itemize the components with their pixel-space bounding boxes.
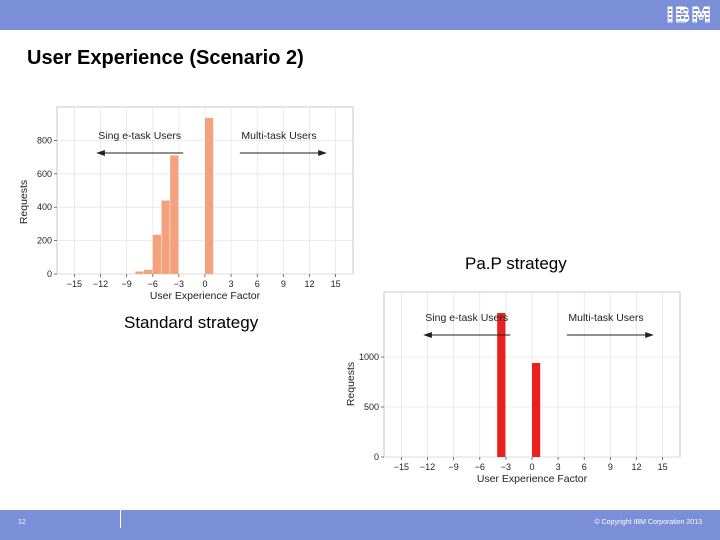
x-tick-label: −6 <box>148 279 158 289</box>
annotation-single-task: Sing e-task Users <box>425 312 508 324</box>
header-bar: IBM <box>0 0 720 30</box>
y-axis-label: Requests <box>345 362 357 406</box>
x-tick-label: −3 <box>501 462 511 472</box>
y-tick-label: 1000 <box>359 352 379 362</box>
x-tick-label: 15 <box>658 462 668 472</box>
y-tick-label: 600 <box>37 169 52 179</box>
pap-strategy-chart: −15 −12 −9 −6 −3 0 3 6 9 12 15 0 500 1000 User Experie… <box>345 291 681 485</box>
bar <box>161 200 170 274</box>
footer-divider <box>120 510 121 528</box>
x-tick-label: −9 <box>122 279 132 289</box>
pap-strategy-caption: Pa.P strategy <box>465 254 567 273</box>
arrow-right-head <box>318 150 327 156</box>
annotation-single-task: Sing e-task Users <box>98 130 181 142</box>
x-tick-label: −15 <box>394 462 409 472</box>
x-tick-label: 3 <box>229 279 234 289</box>
x-tick-label: 15 <box>331 279 341 289</box>
y-tick-label: 0 <box>47 269 52 279</box>
bar <box>135 271 144 274</box>
copyright-text: © Copyright IBM Corporation 2013 <box>594 519 703 526</box>
bar <box>170 155 179 274</box>
y-axis-label: Requests <box>18 180 30 224</box>
x-tick-label: −3 <box>174 279 184 289</box>
standard-strategy-chart: −15 −12 −9 −6 −3 0 3 6 9 12 15 0 200 400 600 800 User Ex… <box>18 106 354 302</box>
x-tick-label: 3 <box>556 462 561 472</box>
y-tick-label: 200 <box>37 236 52 246</box>
x-tick-label: −12 <box>420 462 435 472</box>
arrow-left-head <box>423 332 432 338</box>
ibm-logo: IBM <box>666 3 712 28</box>
x-tick-label: 12 <box>304 279 314 289</box>
y-tick-label: 500 <box>364 402 379 412</box>
y-tick-label: 800 <box>37 135 52 145</box>
slide-title: User Experience (Scenario 2) <box>27 47 304 69</box>
bar <box>532 363 541 457</box>
bar <box>205 117 214 274</box>
arrow-left-head <box>96 150 105 156</box>
bar <box>152 234 161 274</box>
x-tick-label: 0 <box>202 279 207 289</box>
x-tick-label: −6 <box>475 462 485 472</box>
x-tick-label: 6 <box>255 279 260 289</box>
x-tick-label: −15 <box>67 279 82 289</box>
pap-chart-group: −15 −12 −9 −6 −3 0 3 6 9 12 15 0 500 1000 User Experie… <box>345 291 681 485</box>
x-axis-label: User Experience Factor <box>477 473 588 485</box>
x-tick-label: 9 <box>281 279 286 289</box>
bar <box>497 313 506 457</box>
x-tick-label: 12 <box>631 462 641 472</box>
bar <box>144 269 153 274</box>
page-number: 12 <box>18 519 26 526</box>
x-tick-label: 9 <box>608 462 613 472</box>
x-tick-label: −12 <box>93 279 108 289</box>
footer-bar: 12 © Copyright IBM Corporation 2013 <box>0 510 720 540</box>
annotation-multi-task: Multi-task Users <box>568 312 643 324</box>
x-tick-label: 6 <box>582 462 587 472</box>
x-axis-label: User Experience Factor <box>150 290 261 302</box>
annotation-multi-task: Multi-task Users <box>241 130 316 142</box>
arrow-right-head <box>645 332 654 338</box>
y-tick-label: 0 <box>374 452 379 462</box>
x-tick-label: −9 <box>449 462 459 472</box>
x-tick-label: 0 <box>529 462 534 472</box>
standard-strategy-caption: Standard strategy <box>124 313 259 332</box>
y-tick-label: 400 <box>37 202 52 212</box>
